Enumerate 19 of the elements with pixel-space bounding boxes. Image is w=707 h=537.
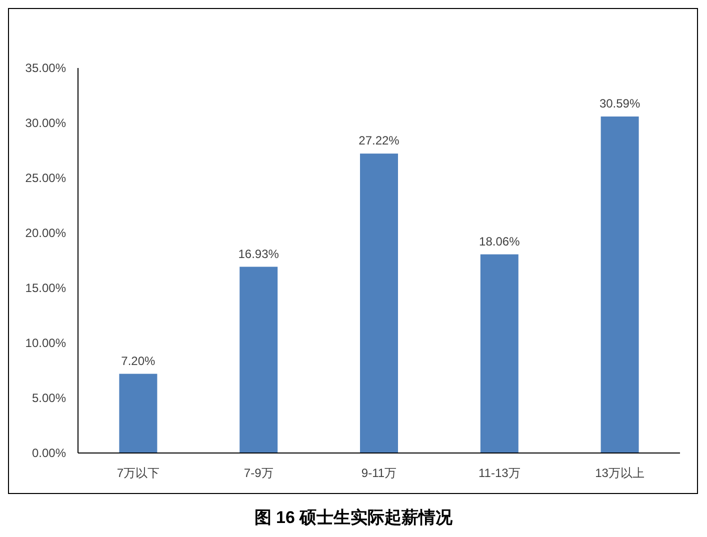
x-tick-label: 7-9万 xyxy=(244,466,274,480)
y-tick-label: 20.00% xyxy=(25,226,66,240)
data-label: 18.06% xyxy=(479,234,520,248)
x-tick-label: 11-13万 xyxy=(478,466,520,480)
text: 图 16 硕士生实际起薪情况 xyxy=(254,508,454,527)
y-tick-label: 5.00% xyxy=(32,391,66,405)
y-tick-label: 25.00% xyxy=(25,171,66,185)
y-tick-label: 35.00% xyxy=(25,61,66,75)
x-tick-label: 7万以下 xyxy=(116,466,160,480)
data-label: 16.93% xyxy=(238,246,280,261)
y-tick-label: 10.00% xyxy=(25,336,66,350)
y-tick-label: 0.00% xyxy=(32,446,66,460)
data-label: 30.59% xyxy=(599,96,640,111)
x-tick-label: 13万以上 xyxy=(595,466,644,480)
data-label: 27.22% xyxy=(358,134,400,148)
x-tick-label: 9-11万 xyxy=(361,466,397,480)
y-tick-label: 15.00% xyxy=(25,281,66,295)
y-tick-label: 30.00% xyxy=(25,116,66,130)
data-label: 7.20% xyxy=(121,354,156,368)
